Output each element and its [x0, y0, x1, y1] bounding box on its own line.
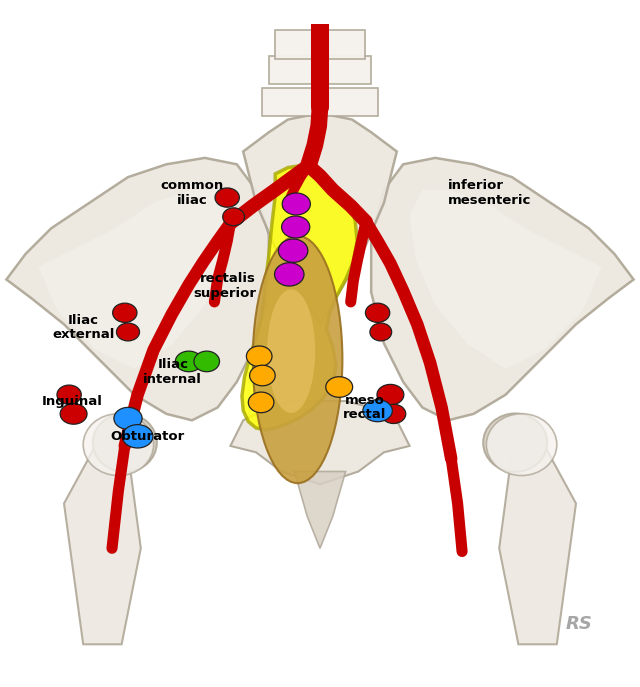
Ellipse shape	[250, 365, 275, 386]
Text: common
iliac: common iliac	[161, 179, 223, 207]
Text: Inguinal: Inguinal	[42, 394, 102, 407]
Ellipse shape	[278, 239, 308, 262]
Ellipse shape	[381, 404, 406, 423]
Text: RS: RS	[566, 615, 593, 633]
Ellipse shape	[326, 376, 353, 397]
Ellipse shape	[223, 208, 244, 226]
Ellipse shape	[215, 188, 239, 207]
Ellipse shape	[83, 414, 154, 475]
Text: Iliac
external: Iliac external	[52, 313, 115, 341]
PathPatch shape	[242, 166, 357, 430]
Polygon shape	[410, 190, 602, 369]
Polygon shape	[499, 433, 576, 644]
Ellipse shape	[486, 414, 557, 475]
Polygon shape	[64, 433, 141, 644]
Ellipse shape	[275, 262, 304, 286]
Ellipse shape	[113, 303, 137, 322]
Ellipse shape	[194, 351, 220, 372]
Ellipse shape	[114, 407, 142, 429]
Ellipse shape	[483, 414, 547, 472]
Text: inferior
mesenteric: inferior mesenteric	[448, 179, 531, 207]
Ellipse shape	[282, 216, 310, 238]
Polygon shape	[262, 87, 378, 116]
Ellipse shape	[248, 392, 274, 413]
Ellipse shape	[116, 323, 140, 341]
Polygon shape	[371, 158, 634, 420]
Ellipse shape	[175, 351, 202, 372]
Ellipse shape	[93, 414, 157, 472]
Polygon shape	[6, 158, 269, 420]
Ellipse shape	[370, 323, 392, 341]
Ellipse shape	[253, 236, 342, 483]
Polygon shape	[269, 56, 371, 85]
Text: meso
rectal: meso rectal	[343, 394, 387, 422]
Ellipse shape	[122, 425, 153, 448]
Ellipse shape	[282, 193, 310, 215]
Ellipse shape	[268, 289, 315, 413]
Ellipse shape	[57, 385, 81, 405]
Text: Obturator: Obturator	[110, 430, 184, 443]
Ellipse shape	[377, 385, 404, 405]
Polygon shape	[38, 190, 230, 369]
Polygon shape	[230, 401, 410, 484]
Polygon shape	[275, 30, 365, 58]
Ellipse shape	[363, 400, 392, 422]
Text: rectalis
superior: rectalis superior	[193, 272, 256, 300]
Polygon shape	[294, 471, 346, 548]
Ellipse shape	[365, 303, 390, 322]
Polygon shape	[243, 113, 397, 324]
Text: Iliac
internal: Iliac internal	[143, 359, 202, 386]
Ellipse shape	[60, 403, 87, 424]
Ellipse shape	[246, 346, 272, 367]
